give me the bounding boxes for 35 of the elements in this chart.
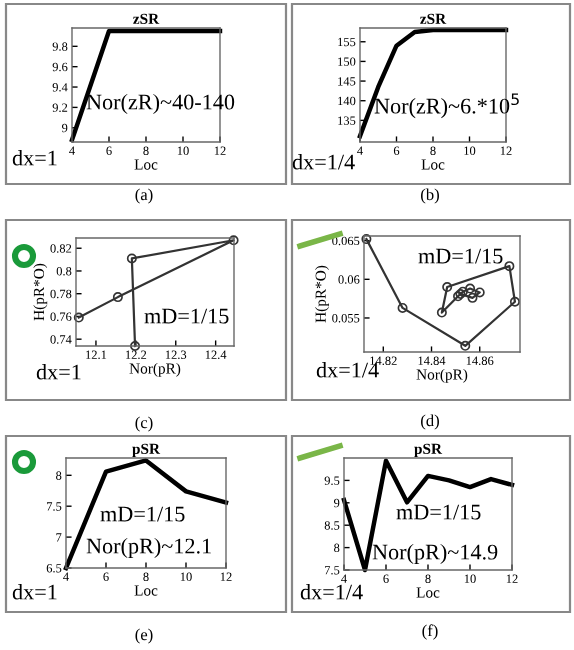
text: dx=1 — [12, 583, 57, 600]
point — [467, 292, 478, 303]
line-series — [361, 234, 520, 351]
text: dx=1/4 — [316, 361, 379, 378]
point — [126, 253, 137, 264]
text: (c) — [135, 416, 153, 432]
text: dx=1/4 — [300, 583, 363, 600]
point — [460, 340, 471, 351]
text: dx=1/4 — [292, 153, 355, 170]
annotation: mD=1/15 — [100, 506, 185, 522]
point — [112, 292, 123, 303]
point — [397, 302, 408, 313]
point — [474, 287, 485, 298]
annotation: Nor(pR)~12.1 — [86, 537, 211, 559]
annotation: Nor(pR)~14.9 — [372, 543, 498, 565]
point — [361, 234, 372, 245]
annotation: mD=1/15 — [144, 308, 229, 324]
annotation: mD=1/15 — [396, 504, 481, 520]
text: dx=1 — [36, 363, 81, 380]
text: dx=1 — [12, 149, 57, 166]
point — [509, 296, 520, 307]
annotation: Nor(zR)~40-140 — [86, 93, 235, 115]
text: (f) — [422, 624, 438, 640]
point — [442, 282, 453, 293]
annotation: Nor(zR)~6.*10$^{5}$ — [374, 93, 519, 119]
text: (d) — [421, 414, 439, 430]
point — [73, 312, 84, 323]
text: (b) — [421, 188, 439, 204]
point — [228, 235, 239, 246]
text: (a) — [135, 188, 153, 204]
annotation: mD=1/15 — [418, 248, 503, 264]
point — [465, 283, 476, 294]
text: (e) — [135, 628, 153, 644]
point — [504, 261, 515, 272]
point — [436, 307, 447, 318]
